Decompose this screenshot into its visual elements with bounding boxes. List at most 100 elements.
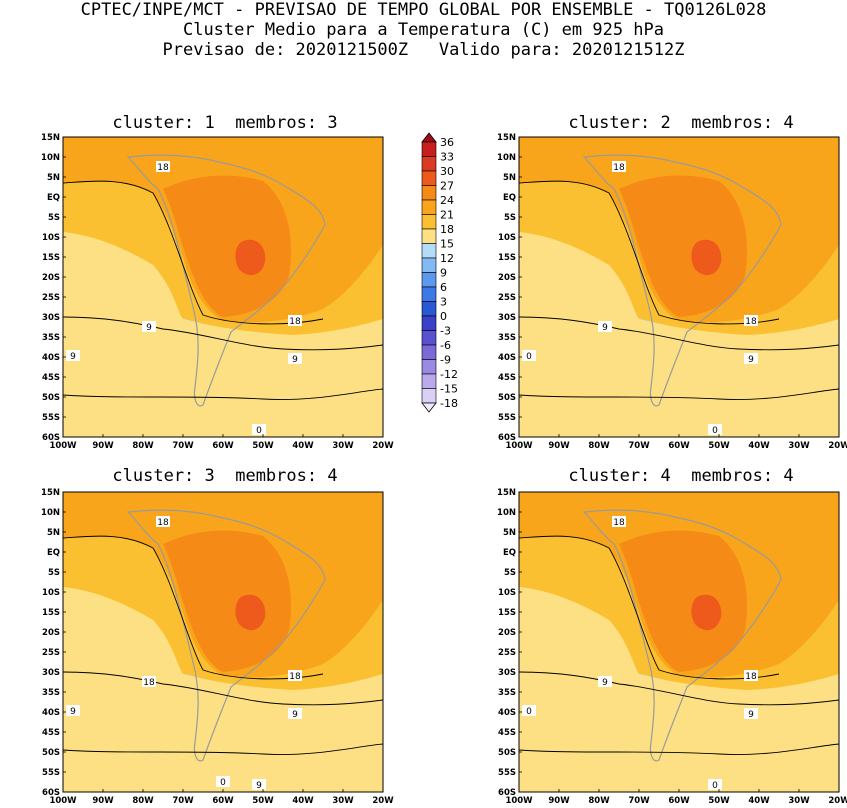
lon-tick-label: 30W: [332, 441, 354, 451]
contour-label-text: 9: [292, 710, 298, 720]
lon-tick-label: 100W: [49, 441, 77, 451]
lat-tick-label: 15S: [42, 253, 60, 263]
lon-tick-label: 80W: [132, 441, 154, 451]
contour-label-text: 18: [157, 163, 169, 173]
lat-tick-label: 15N: [497, 488, 516, 498]
lat-tick-label: 5S: [48, 213, 60, 223]
lon-tick-label: 60W: [668, 441, 690, 451]
colorbar-swatch: [421, 185, 437, 201]
colorbar-label: 27: [440, 180, 454, 193]
contour-18: [519, 535, 780, 680]
contour-9: [519, 671, 839, 706]
colorbar-label: 24: [440, 194, 454, 207]
panel-title-cluster-3: cluster: 3 membros: 4: [112, 466, 338, 486]
lon-tick-label: 30W: [332, 796, 354, 806]
lat-tick-label: 40S: [42, 353, 60, 363]
contour-label-text: 0: [712, 781, 718, 791]
lat-tick-label: 50S: [42, 393, 60, 403]
lat-tick-label: 35S: [42, 688, 60, 698]
lat-tick-label: 15S: [498, 608, 516, 618]
contour-18: [63, 180, 324, 325]
temperature-band: [63, 232, 383, 437]
lon-tick-label: 80W: [588, 796, 610, 806]
lat-tick-label: 25S: [498, 293, 516, 303]
lon-tick-label: 60W: [212, 796, 234, 806]
contour-label: 9: [288, 353, 302, 365]
lon-tick-label: 20W: [372, 796, 394, 806]
temperature-band: [691, 239, 722, 276]
contour-label-text: 0: [526, 707, 532, 717]
map-svg: 18 18 9 9 0 0 15N 10N 5N EQ 5S 10S 15S 20S 25S 30S 35S 40…: [497, 488, 847, 806]
lat-tick-label: 25S: [42, 648, 60, 658]
contour-label-text: 9: [748, 710, 754, 720]
lon-tick-label: 50W: [252, 441, 274, 451]
contour-label: 9: [252, 779, 266, 791]
lat-tick-label: 20S: [498, 273, 516, 283]
temperature-band: [619, 530, 748, 672]
lon-tick-label: 70W: [172, 796, 194, 806]
colorbar-label: 9: [440, 267, 447, 280]
contour-label: 9: [142, 321, 156, 333]
lat-tick-label: EQ: [47, 193, 60, 203]
lon-tick-label: 90W: [548, 441, 570, 451]
lat-tick-label: 15N: [41, 133, 60, 143]
lon-tick-label: 40W: [292, 796, 314, 806]
map-panel-cluster-1: 18 18 9 9 9 0 15N 10N 5N EQ 5S 10S 15S 20S 25S 30S 35S 40…: [25, 133, 394, 453]
lat-tick-label: EQ: [47, 548, 60, 558]
lat-tick-label: 40S: [42, 708, 60, 718]
lat-tick-label: 30S: [42, 668, 60, 678]
temperature-band: [691, 594, 722, 631]
colorbar-swatch: [421, 359, 437, 375]
map-svg: 18 18 9 9 0 0 15N 10N 5N EQ 5S 10S 15S 20S 25S 30S 35S 40…: [497, 133, 847, 451]
contour-label-text: 0: [526, 352, 532, 362]
colorbar-swatch: [421, 301, 437, 317]
contour-label: 18: [142, 676, 156, 688]
contour-label-text: 18: [745, 672, 757, 682]
contour-9: [519, 316, 839, 351]
lat-tick-label: 10S: [42, 588, 60, 598]
lat-tick-label: 50S: [42, 748, 60, 758]
colorbar-label: 21: [440, 209, 454, 222]
contour-9: [63, 316, 383, 351]
contour-label: 0: [522, 705, 536, 717]
contour-label: 0: [522, 350, 536, 362]
lat-tick-label: 15N: [497, 133, 516, 143]
lat-tick-label: 30S: [498, 313, 516, 323]
lat-tick-label: EQ: [503, 548, 516, 558]
lat-tick-label: 35S: [498, 688, 516, 698]
temperature-band: [235, 239, 266, 276]
map-panel-cluster-4: 18 18 9 9 0 0 15N 10N 5N EQ 5S 10S 15S 20S 25S 30S 35S 40…: [481, 488, 847, 808]
contour-label: 18: [612, 161, 626, 173]
contour-18: [63, 535, 324, 680]
lon-tick-label: 60W: [212, 441, 234, 451]
colorbar-swatch: [421, 228, 437, 244]
contour-18: [519, 180, 780, 325]
contour-label: 9: [598, 321, 612, 333]
temperature-field: [519, 137, 839, 437]
colorbar-label: -6: [440, 339, 451, 352]
lon-tick-label: 100W: [49, 796, 77, 806]
lat-tick-label: 5S: [504, 568, 516, 578]
lat-tick-label: 20S: [42, 273, 60, 283]
colorbar-swatch: [421, 243, 437, 259]
colorbar-label: 15: [440, 238, 454, 251]
colorbar-label: -12: [440, 368, 458, 381]
contour-label: 9: [744, 353, 758, 365]
temperature-field: [519, 492, 839, 792]
contour-label-text: 9: [70, 707, 76, 717]
subtitle-variable: Cluster Medio para a Temperatura (C) em …: [182, 20, 665, 40]
temperature-band: [519, 232, 839, 437]
colorbar-upper-arrow: [421, 132, 437, 143]
colorbar-swatch: [421, 286, 437, 302]
lon-tick-label: 20W: [828, 441, 847, 451]
temperature-field: [63, 492, 383, 792]
lat-tick-label: 45S: [42, 728, 60, 738]
colorbar-label: 30: [440, 165, 454, 178]
lon-tick-label: 40W: [748, 441, 770, 451]
contour-label-text: 18: [157, 518, 169, 528]
lat-tick-label: 40S: [498, 708, 516, 718]
colorbar-lower-arrow: [421, 402, 437, 413]
lat-tick-label: 45S: [498, 373, 516, 383]
lat-tick-label: 60S: [498, 433, 516, 443]
